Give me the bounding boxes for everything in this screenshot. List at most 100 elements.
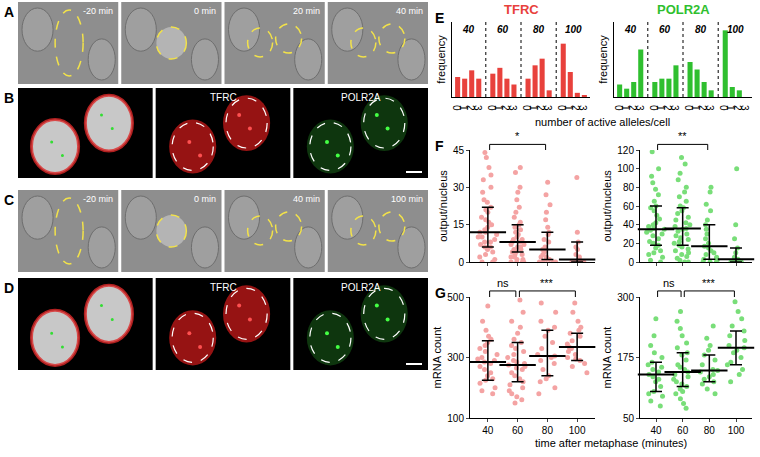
svg-text:mRNA count: mRNA count — [601, 327, 613, 389]
svg-text:40: 40 — [624, 24, 637, 35]
svg-text:POLR2A: POLR2A — [341, 92, 381, 103]
svg-text:80: 80 — [623, 182, 635, 193]
svg-text:-20 min: -20 min — [83, 6, 113, 16]
svg-text:100: 100 — [565, 24, 582, 35]
svg-text:3: 3 — [472, 105, 483, 111]
svg-text:E: E — [435, 10, 444, 26]
svg-text:POLR2A: POLR2A — [657, 2, 710, 17]
svg-text:40: 40 — [462, 24, 475, 35]
svg-text:output/nucleus: output/nucleus — [437, 170, 449, 242]
svg-text:D: D — [4, 280, 14, 296]
svg-text:60: 60 — [677, 425, 689, 436]
svg-text:**: ** — [678, 130, 687, 142]
svg-text:1: 1 — [563, 105, 574, 111]
svg-text:TFRC: TFRC — [504, 2, 539, 17]
svg-text:100: 100 — [569, 425, 586, 436]
svg-text:1: 1 — [725, 105, 736, 111]
svg-text:60: 60 — [497, 24, 509, 35]
svg-text:500: 500 — [447, 292, 464, 303]
svg-text:0: 0 — [458, 257, 464, 268]
svg-text:30: 30 — [453, 182, 465, 193]
svg-text:60: 60 — [512, 425, 524, 436]
svg-text:300: 300 — [617, 292, 634, 303]
svg-text:50: 50 — [623, 413, 635, 424]
svg-text:0 min: 0 min — [194, 6, 216, 16]
svg-text:***: *** — [540, 277, 554, 289]
svg-text:0: 0 — [648, 105, 659, 111]
svg-text:*: * — [515, 130, 520, 142]
svg-text:3: 3 — [669, 105, 680, 111]
svg-text:120: 120 — [617, 145, 634, 156]
svg-text:2: 2 — [697, 105, 708, 111]
svg-text:100: 100 — [727, 24, 744, 35]
svg-text:POLR2A: POLR2A — [341, 282, 381, 293]
svg-text:ns: ns — [663, 277, 675, 289]
svg-text:number of active alleles/cell: number of active alleles/cell — [535, 116, 670, 128]
svg-text:80: 80 — [704, 425, 716, 436]
svg-text:0: 0 — [556, 105, 567, 111]
svg-text:2: 2 — [662, 105, 673, 111]
svg-text:3: 3 — [507, 105, 518, 111]
svg-text:frequency: frequency — [435, 35, 447, 84]
svg-text:2: 2 — [500, 105, 511, 111]
svg-text:3: 3 — [704, 105, 715, 111]
svg-text:frequency: frequency — [597, 35, 609, 84]
svg-text:80: 80 — [542, 425, 554, 436]
svg-text:80: 80 — [695, 24, 707, 35]
svg-text:300: 300 — [447, 352, 464, 363]
svg-text:0: 0 — [451, 105, 462, 111]
svg-text:2: 2 — [570, 105, 581, 111]
svg-text:3: 3 — [542, 105, 553, 111]
svg-text:40: 40 — [623, 219, 635, 230]
svg-text:40: 40 — [650, 425, 662, 436]
svg-text:mRNA count: mRNA count — [431, 327, 443, 389]
svg-text:100: 100 — [617, 163, 634, 174]
svg-text:100 min: 100 min — [391, 194, 423, 204]
svg-text:A: A — [4, 4, 14, 20]
svg-text:time after metaphase (minutes): time after metaphase (minutes) — [535, 437, 687, 449]
svg-text:40: 40 — [482, 425, 494, 436]
svg-text:0: 0 — [683, 105, 694, 111]
svg-text:20 min: 20 min — [293, 6, 320, 16]
svg-text:1: 1 — [493, 105, 504, 111]
svg-text:0: 0 — [486, 105, 497, 111]
svg-text:0 min: 0 min — [194, 194, 216, 204]
svg-text:40 min: 40 min — [293, 194, 320, 204]
svg-text:2: 2 — [732, 105, 743, 111]
svg-text:F: F — [435, 138, 444, 154]
svg-text:100: 100 — [447, 413, 464, 424]
svg-text:0: 0 — [521, 105, 532, 111]
svg-text:3: 3 — [577, 105, 588, 111]
svg-text:2: 2 — [535, 105, 546, 111]
svg-text:C: C — [4, 192, 14, 208]
svg-text:100: 100 — [728, 425, 745, 436]
svg-text:0: 0 — [718, 105, 729, 111]
svg-text:0: 0 — [613, 105, 624, 111]
svg-text:0: 0 — [628, 257, 634, 268]
svg-text:1: 1 — [528, 105, 539, 111]
svg-text:G: G — [435, 285, 446, 301]
svg-text:ns: ns — [497, 277, 509, 289]
svg-text:1: 1 — [458, 105, 469, 111]
svg-text:1: 1 — [655, 105, 666, 111]
svg-text:TFRC: TFRC — [210, 92, 237, 103]
svg-text:60: 60 — [659, 24, 671, 35]
svg-text:15: 15 — [453, 219, 465, 230]
svg-text:175: 175 — [617, 352, 634, 363]
svg-text:80: 80 — [533, 24, 545, 35]
svg-text:2: 2 — [627, 105, 638, 111]
svg-text:1: 1 — [620, 105, 631, 111]
svg-text:output/nucleus: output/nucleus — [601, 170, 613, 242]
svg-text:1: 1 — [690, 105, 701, 111]
svg-text:60: 60 — [623, 201, 635, 212]
svg-text:***: *** — [702, 277, 716, 289]
svg-text:B: B — [4, 90, 14, 106]
svg-text:3: 3 — [739, 105, 750, 111]
svg-text:40 min: 40 min — [396, 6, 423, 16]
svg-text:20: 20 — [623, 238, 635, 249]
svg-text:3: 3 — [634, 105, 645, 111]
svg-text:TFRC: TFRC — [210, 282, 237, 293]
svg-text:-20 min: -20 min — [83, 194, 113, 204]
svg-text:2: 2 — [465, 105, 476, 111]
svg-text:45: 45 — [453, 145, 465, 156]
